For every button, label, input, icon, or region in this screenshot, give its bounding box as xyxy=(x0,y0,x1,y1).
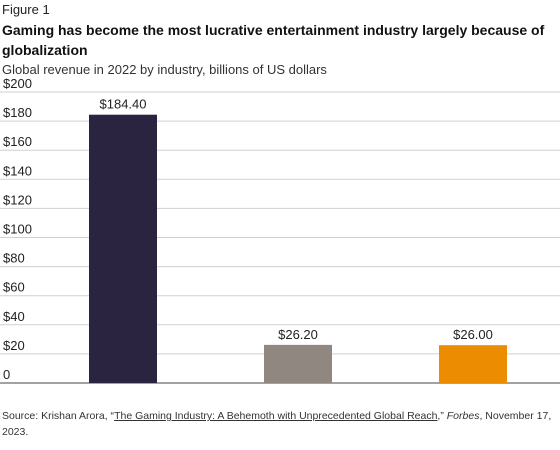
source-prefix: Source: Krishan Arora, “ xyxy=(2,410,115,422)
chart-subtitle: Global revenue in 2022 by industry, bill… xyxy=(2,62,327,77)
y-tick-label: $140 xyxy=(3,163,32,178)
source-middle: ,” xyxy=(437,410,447,422)
y-tick-label: $180 xyxy=(3,105,32,120)
y-tick-label: 0 xyxy=(3,367,10,382)
y-tick-label: $40 xyxy=(3,309,25,324)
source-note: Source: Krishan Arora, “The Gaming Indus… xyxy=(2,408,554,440)
bar-movies xyxy=(439,345,507,383)
y-tick-label: $80 xyxy=(3,251,25,266)
x-tick-label: Music xyxy=(281,386,315,388)
figure-label: Figure 1 xyxy=(2,2,50,17)
x-tick-label: Movies xyxy=(452,386,494,388)
bar-chart: 0 $20 $40 $60 $80 $100 $120 $140 $160 $180 $200 $18… xyxy=(0,78,560,388)
bar-video-games xyxy=(89,114,157,383)
source-suffix: , November 17, 2023. xyxy=(2,410,552,438)
x-tick-label: Video games xyxy=(85,386,161,388)
data-label: $26.00 xyxy=(453,327,493,342)
y-tick-label: $200 xyxy=(3,78,32,91)
y-tick-label: $100 xyxy=(3,222,32,237)
y-tick-label: $160 xyxy=(3,134,32,149)
y-tick-label: $60 xyxy=(3,280,25,295)
bar-music xyxy=(264,344,332,383)
data-label: $26.20 xyxy=(278,327,318,342)
chart-title: Gaming has become the most lucrative ent… xyxy=(2,22,545,58)
y-tick-label: $20 xyxy=(3,338,25,353)
y-tick-label: $120 xyxy=(3,192,32,207)
data-label: $184.40 xyxy=(100,97,147,112)
source-article-link[interactable]: The Gaming Industry: A Behemoth with Unp… xyxy=(114,410,438,422)
source-publication: Forbes xyxy=(446,410,480,422)
